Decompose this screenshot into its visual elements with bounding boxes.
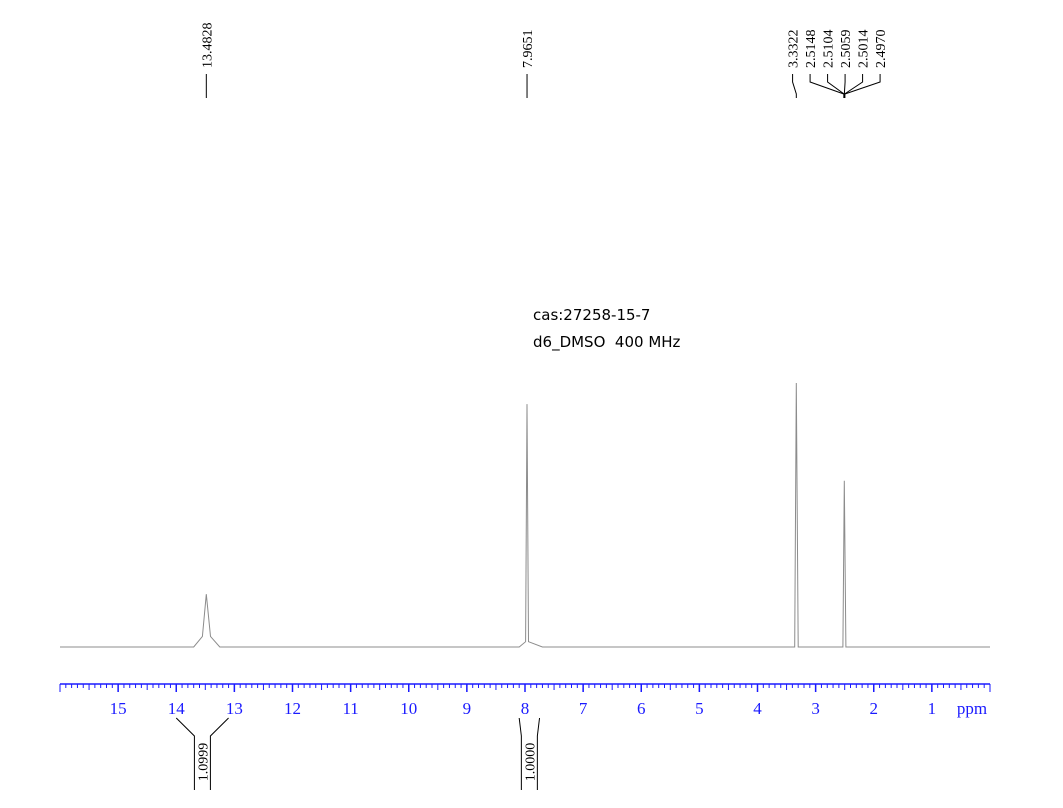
peak-label: 2.5104: [822, 30, 837, 69]
x-tick-label: 3: [811, 699, 820, 718]
peak-leader: [792, 74, 797, 98]
peak-label: 2.5148: [804, 30, 819, 69]
integral-bracket: [536, 717, 541, 790]
peak-leader: [809, 74, 845, 98]
peak-leader: [844, 74, 864, 98]
integral-label: 1.0999: [196, 743, 211, 782]
peak-leader: [827, 74, 845, 98]
annotation: d6_DMSO 400 MHz: [533, 333, 681, 352]
x-tick-label: 1: [928, 699, 937, 718]
x-tick-label: 5: [695, 699, 704, 718]
integral-label: 1.0000: [523, 743, 538, 782]
x-tick-label: 15: [110, 699, 127, 718]
x-tick-label: 13: [226, 699, 243, 718]
annotation: cas:27258-15-7: [533, 306, 650, 324]
x-axis-label: ppm: [957, 699, 987, 718]
x-tick-label: 4: [753, 699, 762, 718]
spectrum: [60, 382, 990, 648]
integral-bracket: [518, 717, 522, 790]
x-tick-label: 8: [521, 699, 530, 718]
peak-label: 3.3322: [787, 30, 802, 69]
integral-bracket: [209, 717, 229, 790]
peak-label: 13.4828: [200, 23, 215, 69]
x-tick-label: 11: [342, 699, 358, 718]
x-tick-label: 9: [463, 699, 472, 718]
peak-label: 7.9651: [521, 30, 536, 69]
peak-leader: [844, 74, 881, 98]
x-tick-label: 14: [168, 699, 186, 718]
peak-label: 2.5059: [839, 30, 854, 69]
x-tick-label: 6: [637, 699, 646, 718]
x-tick-label: 7: [579, 699, 588, 718]
peak-label: 2.5014: [857, 30, 872, 69]
x-tick-label: 10: [400, 699, 417, 718]
peak-label: 2.4970: [874, 30, 889, 69]
integral-bracket: [175, 717, 195, 790]
x-tick-label: 12: [284, 699, 301, 718]
x-tick-label: 2: [870, 699, 879, 718]
